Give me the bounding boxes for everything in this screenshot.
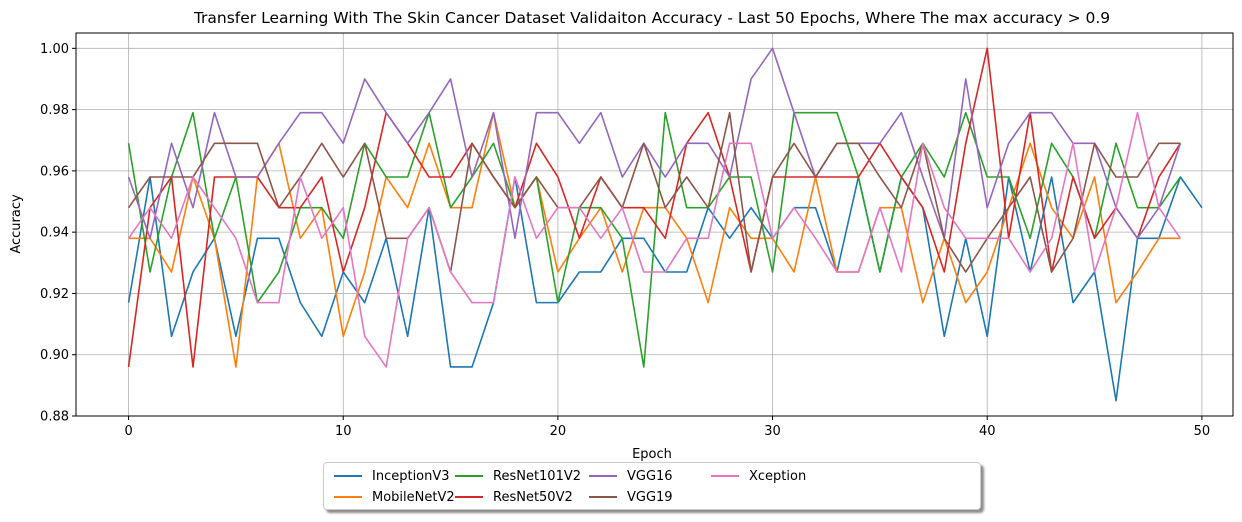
y-tick-label: 0.96 [40,164,69,179]
legend-swatch [334,496,362,498]
legend-label: VGG16 [627,468,673,484]
series-line-inceptionv3 [127,176,1203,402]
y-tick-label: 0.88 [40,410,69,425]
legend-label: MobileNetV2 [372,489,455,505]
x-tick-label: 0 [124,424,132,439]
legend: InceptionV3 MobileNetV2 ResNet101V2 ResNet5… [323,462,981,510]
chart-title: Transfer Learning With The Skin Cancer D… [193,9,1110,27]
series-line-xception [127,111,1182,368]
x-tick-label: 50 [1194,424,1211,439]
series-lines [127,47,1203,402]
y-tick-label: 0.98 [40,103,69,118]
legend-item-inceptionv3: InceptionV3 [334,466,450,486]
legend-label: ResNet50V2 [493,489,573,505]
legend-swatch [589,496,617,498]
y-tick-label: 0.94 [40,226,69,241]
legend-item-resnet101v2: ResNet101V2 [455,466,581,486]
legend-label: Xception [749,468,807,484]
legend-item-mobilenetv2: MobileNetV2 [334,487,455,507]
legend-label: ResNet101V2 [493,468,582,484]
y-tick-label: 0.90 [40,348,69,363]
legend-swatch [455,475,483,477]
y-axis-label: Accuracy [9,194,24,254]
legend-item-vgg16: VGG16 [589,466,673,486]
x-tick-label: 30 [764,424,781,439]
x-axis-label: Epoch [632,447,672,462]
legend-swatch [455,496,483,498]
legend-item-xception: Xception [711,466,806,486]
series-line-vgg16 [127,47,1182,240]
x-tick-label: 10 [335,424,352,439]
series-line-resnet101v2 [127,111,1182,368]
y-tick-label: 1.00 [40,42,69,57]
legend-swatch [334,475,362,477]
legend-label: InceptionV3 [372,468,450,484]
y-tick-label: 0.92 [40,287,69,302]
series-line-mobilenetv2 [128,111,1181,368]
plot-frame [75,32,1234,417]
legend-item-resnet50v2: ResNet50V2 [455,487,573,507]
legend-swatch [711,475,739,477]
axes: 0 10 20 30 40 50 0.88 0.90 0.92 0.94 0.96 0.98 1.00 [40,42,1210,439]
legend-item-vgg19: VGG19 [589,487,673,507]
legend-swatch [589,475,617,477]
legend-label: VGG19 [627,489,673,505]
x-tick-label: 20 [550,424,567,439]
series-line-resnet50v2 [127,47,1182,368]
x-tick-label: 40 [979,424,996,439]
series-line-vgg19 [127,111,1181,273]
